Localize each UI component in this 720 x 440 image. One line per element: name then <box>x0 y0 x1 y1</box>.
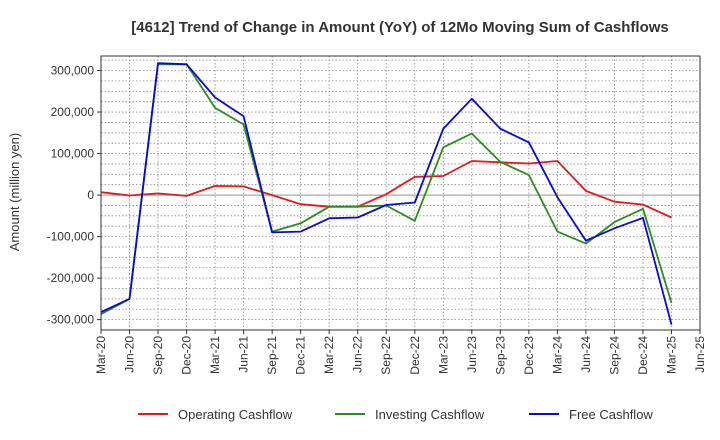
y-tick-label: 0 <box>87 188 94 202</box>
x-tick-label: Mar-24 <box>550 336 564 374</box>
x-tick-label: Mar-23 <box>436 336 450 374</box>
series-line-free-cashflow <box>100 62 673 325</box>
x-tick-label: Mar-22 <box>322 336 336 374</box>
x-tick-label: Sep-23 <box>493 336 507 375</box>
y-tick-label: -300,000 <box>47 313 95 327</box>
y-ticks: 300,000 200,000 100,000 0 -100,000 -200,000 -3… <box>47 64 101 327</box>
y-tick-label: 100,000 <box>51 147 95 161</box>
x-tick-label: Mar-25 <box>664 336 678 374</box>
x-tick-label: Dec-23 <box>522 336 536 375</box>
x-tick-label: Jun-22 <box>351 336 365 373</box>
legend-label-investing-cashflow: Investing Cashflow <box>375 407 485 422</box>
series-line-operating-cashflow <box>100 160 672 219</box>
legend-label-free-cashflow: Free Cashflow <box>569 407 653 422</box>
y-tick-label: 300,000 <box>51 64 95 78</box>
x-tick-label: Jun-20 <box>123 336 137 373</box>
x-tick-label: Jun-21 <box>237 336 251 373</box>
chart-title: [4612] Trend of Change in Amount (YoY) o… <box>131 19 669 36</box>
legend: Operating Cashflow Investing Cashflow Free… <box>138 407 653 422</box>
series-lines <box>100 62 673 325</box>
y-axis-label: Amount (million yen) <box>7 133 22 252</box>
x-tick-label: Sep-22 <box>379 336 393 375</box>
y-tick-label: -200,000 <box>47 271 95 285</box>
y-tick-label: 200,000 <box>51 105 95 119</box>
x-tick-label: Sep-20 <box>151 336 165 375</box>
legend-label-operating-cashflow: Operating Cashflow <box>178 407 293 422</box>
x-tick-label: Dec-24 <box>636 336 650 375</box>
x-tick-label: Dec-22 <box>408 336 422 375</box>
x-tick-label: Sep-24 <box>607 336 621 375</box>
grid <box>100 56 701 331</box>
x-tick-label: Dec-21 <box>294 336 308 375</box>
plot-frame <box>100 55 701 331</box>
x-tick-label: Mar-20 <box>94 336 108 374</box>
x-tick-label: Jun-23 <box>465 336 479 373</box>
y-tick-label: -100,000 <box>47 230 95 244</box>
x-tick-label: Mar-21 <box>208 336 222 374</box>
x-ticks: Mar-20 Jun-20 Sep-20 Dec-20 Mar-21 Jun-21 Sep-… <box>94 330 707 375</box>
x-tick-label: Jun-24 <box>579 336 593 373</box>
x-tick-label: Dec-20 <box>180 336 194 375</box>
x-tick-label: Jun-25 <box>693 336 707 373</box>
x-tick-label: Sep-21 <box>265 336 279 375</box>
